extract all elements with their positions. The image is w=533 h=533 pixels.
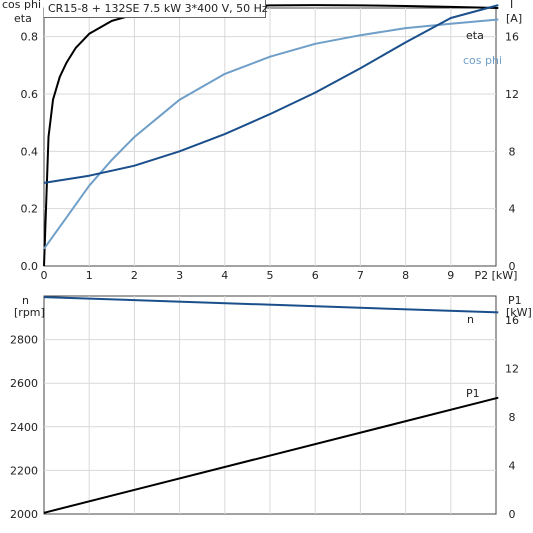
x-tick-label: 3 [176, 269, 183, 282]
series-line-i [43, 4, 499, 184]
right-tick-label: 8 [509, 145, 516, 158]
left-axis-unit: eta [14, 12, 32, 25]
x-tick-label: 6 [312, 269, 319, 282]
right-tick-label: 8 [509, 411, 516, 424]
series-label-n: n [467, 313, 474, 326]
x-tick-label: 0 [41, 269, 48, 282]
right-tick-label: 16 [505, 314, 519, 327]
x-tick-label: 1 [86, 269, 93, 282]
series-line-cos-phi [43, 18, 499, 250]
left-tick-label: 0.0 [21, 260, 39, 273]
left-axis-title: cos phi [2, 0, 41, 11]
x-axis-title: P2 [kW] [475, 269, 518, 282]
right-tick-label: 4 [509, 203, 516, 216]
left-axis-title: n [22, 294, 29, 307]
x-tick-label: 2 [131, 269, 138, 282]
left-tick-label: 2200 [10, 464, 38, 477]
right-tick-label: 12 [505, 88, 519, 101]
x-tick-label: 4 [221, 269, 228, 282]
right-tick-label: 4 [509, 460, 516, 473]
left-tick-label: 2800 [10, 334, 38, 347]
left-tick-label: 0.4 [21, 145, 39, 158]
left-tick-label: 0.8 [21, 31, 39, 44]
series-line-n [43, 296, 499, 314]
right-axis-unit: [A] [506, 12, 522, 25]
left-tick-label: 2400 [10, 421, 38, 434]
series-label-cos-phi: cos phi [463, 54, 502, 67]
series-label-p1: P1 [466, 387, 480, 400]
right-tick-label: 12 [505, 363, 519, 376]
right-tick-label: 0 [509, 508, 516, 521]
left-tick-label: 2000 [10, 508, 38, 521]
x-tick-label: 7 [357, 269, 364, 282]
x-tick-label: 8 [402, 269, 409, 282]
series-line-p1 [43, 396, 499, 514]
left-tick-label: 2600 [10, 377, 38, 390]
left-tick-label: 0.2 [21, 203, 39, 216]
right-tick-label: 0 [509, 260, 516, 273]
left-tick-label: 0.6 [21, 88, 39, 101]
right-tick-label: 16 [505, 31, 519, 44]
right-axis-title: P1 [508, 294, 522, 307]
left-axis-unit: [rpm] [14, 306, 45, 319]
right-axis-title: I [510, 0, 513, 11]
chart-header: CR15-8 + 132SE 7.5 kW 3*400 V, 50 Hz [44, 0, 268, 18]
right-axis-unit: [kW] [506, 306, 532, 319]
x-tick-label: 9 [447, 269, 454, 282]
x-tick-label: 5 [267, 269, 274, 282]
series-label-eta: eta [466, 29, 484, 42]
